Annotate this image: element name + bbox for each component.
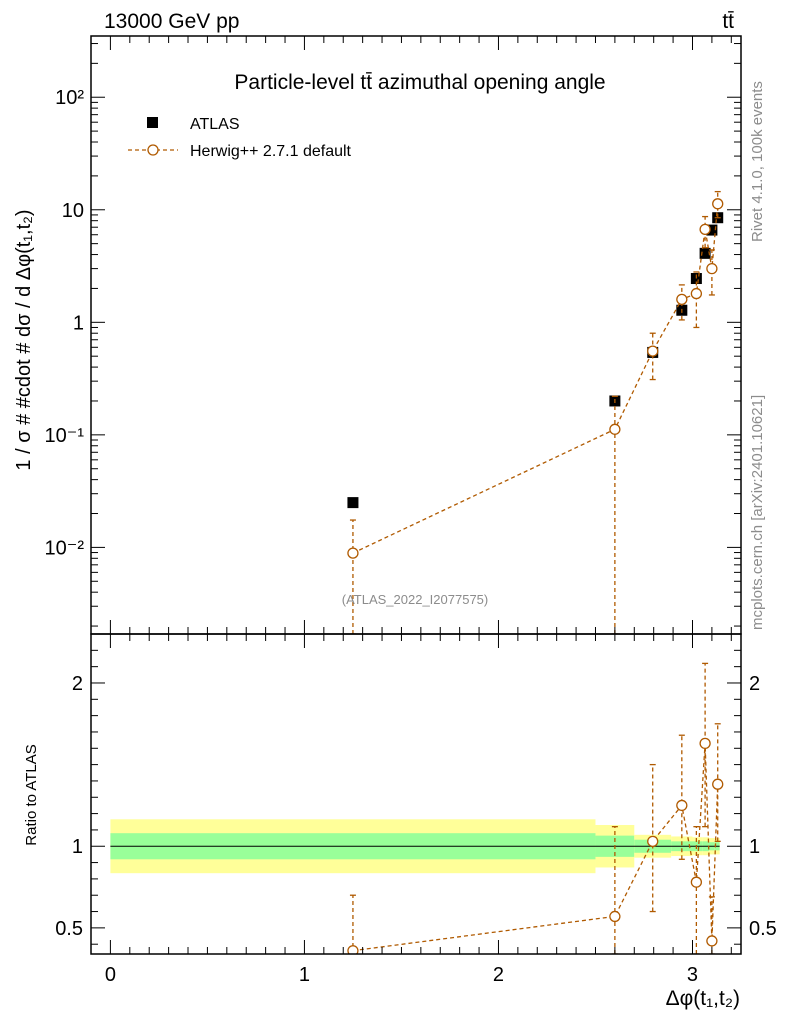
ratio-y-axis-label: Ratio to ATLAS [23, 744, 40, 845]
analysis-id: (ATLAS_2022_I2077575) [342, 592, 488, 607]
y-tick-label: 10² [55, 87, 84, 109]
rivet-label: Rivet 4.1.0, 100k events [749, 81, 766, 242]
y-tick-label: 1 [73, 312, 84, 334]
main-herwig-point [347, 547, 359, 559]
ratio-herwig-point [676, 799, 688, 812]
main-herwig-point [712, 198, 724, 210]
ratio-herwig-point [347, 945, 359, 954]
chart-title: Particle-level tt̄ azimuthal opening ang… [234, 71, 605, 94]
ratio-y-tick-label-right: 2 [749, 673, 760, 695]
legend-atlas-marker [147, 117, 158, 128]
x-tick-label: 3 [687, 964, 698, 986]
ratio-herwig-point [706, 935, 718, 947]
ratio-frame [90, 633, 742, 955]
ratio-y-tick-label: 1 [72, 836, 83, 858]
atlas-data-point [347, 497, 359, 509]
x-tick-label: 1 [299, 964, 310, 986]
source-label: mcplots.cern.ch [arXiv:2401.10621] [749, 395, 766, 630]
ratio-herwig-point [712, 778, 724, 790]
x-axis-label: Δφ(t₁,t₂) [666, 987, 740, 1010]
ratio-y-tick-label: 0.5 [55, 918, 83, 940]
main-herwig-point [699, 223, 711, 235]
main-panel: 10⁻² 10⁻¹ 1 10 10² Particle-level tt̄ azimut… [13, 35, 742, 635]
main-y-axis-label: 1 / σ # #cdot # dσ / d Δφ(t₁,t₂) [13, 209, 35, 470]
main-herwig-point [706, 262, 718, 275]
y-tick-label: 10⁻¹ [45, 425, 85, 447]
atlas-data-point [690, 273, 702, 285]
ratio-herwig-point [609, 910, 621, 923]
legend-herwig-label: Herwig++ 2.7.1 default [190, 143, 352, 160]
legend-atlas-label: ATLAS [190, 116, 240, 133]
main-herwig-point [676, 293, 688, 305]
ratio-herwig-point [647, 835, 659, 847]
main-herwig-point [690, 287, 703, 300]
y-tick-label: 10 [62, 200, 84, 222]
ratio-y-tick-label-right: 0.5 [749, 918, 777, 940]
ratio-y-tick-label-right: 1 [749, 836, 760, 858]
main-herwig-point [609, 423, 621, 435]
x-tick-label: 0 [105, 964, 116, 986]
legend-herwig-marker [147, 144, 159, 156]
ratio-herwig-point [699, 737, 711, 750]
main-herwig-point [647, 345, 659, 357]
legend: ATLAS Herwig++ 2.7.1 default [128, 116, 352, 160]
ratio-y-tick-label: 2 [72, 673, 83, 695]
ratio-herwig-point [690, 876, 703, 888]
main-frame [90, 35, 742, 635]
main-herwig-line [352, 203, 719, 554]
process-label: tt̄ [722, 10, 734, 33]
x-tick-label: 2 [493, 964, 504, 986]
ratio-panel: 0 1 2 3 0.5 0.5 1 1 2 2 Ratio to ATLAS Δφ(t₁,t₂) [23, 633, 777, 1010]
energy-label: 13000 GeV pp [104, 10, 239, 33]
atlas-data-point [706, 224, 718, 236]
y-tick-label: 10⁻² [45, 537, 85, 559]
atlas-data-point [699, 247, 711, 259]
